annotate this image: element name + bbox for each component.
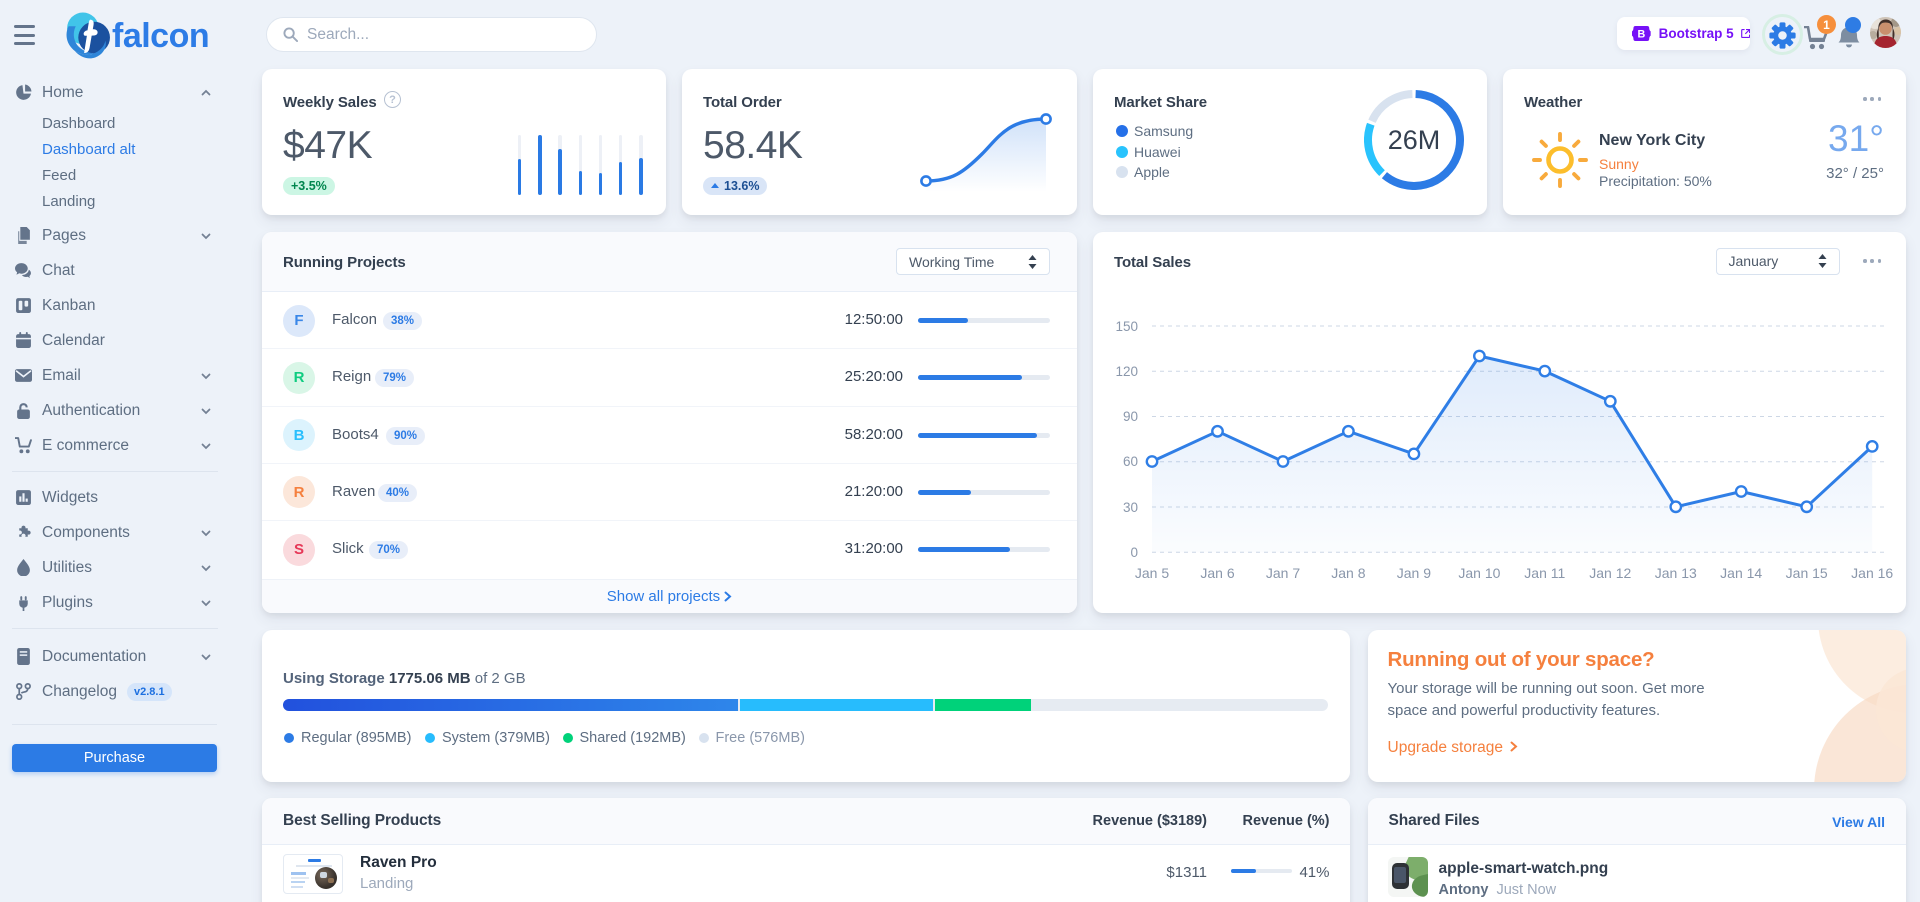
svg-text:Jan 5: Jan 5: [1135, 565, 1169, 581]
svg-text:B: B: [1637, 28, 1645, 40]
svg-text:Jan 11: Jan 11: [1524, 565, 1565, 581]
svg-text:0: 0: [1130, 545, 1138, 560]
svg-text:Jan 12: Jan 12: [1589, 565, 1631, 581]
svg-text:150: 150: [1115, 319, 1138, 334]
svg-text:Jan 13: Jan 13: [1655, 565, 1697, 581]
svg-text:Jan 15: Jan 15: [1786, 565, 1828, 581]
svg-text:Jan 6: Jan 6: [1200, 565, 1234, 581]
svg-text:30: 30: [1123, 500, 1138, 515]
svg-text:Jan 8: Jan 8: [1331, 565, 1365, 581]
svg-text:120: 120: [1115, 364, 1138, 379]
svg-text:Jan 14: Jan 14: [1720, 565, 1762, 581]
svg-text:Jan 10: Jan 10: [1458, 565, 1500, 581]
svg-text:Jan 9: Jan 9: [1397, 565, 1431, 581]
svg-text:26M: 26M: [1388, 125, 1441, 155]
svg-text:Jan 7: Jan 7: [1266, 565, 1300, 581]
svg-text:90: 90: [1123, 409, 1138, 424]
svg-text:60: 60: [1123, 454, 1138, 469]
svg-text:Jan 16: Jan 16: [1851, 565, 1893, 581]
